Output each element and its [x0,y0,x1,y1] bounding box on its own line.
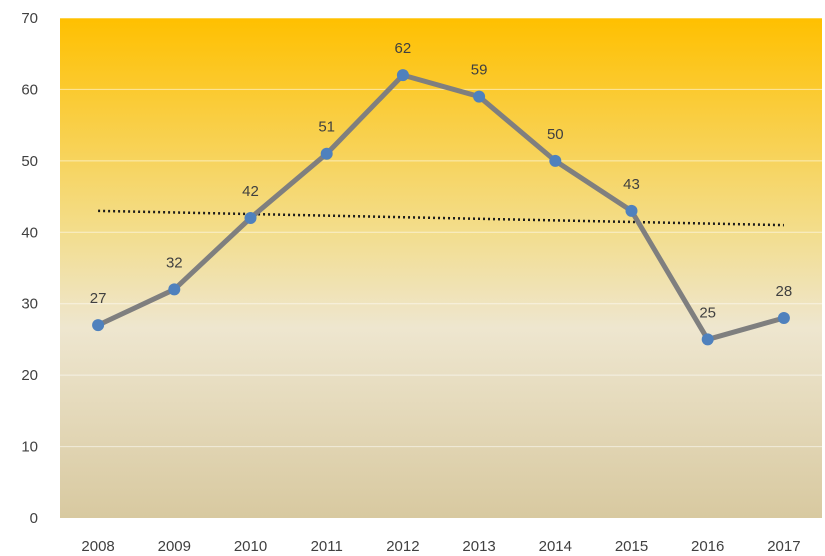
data-label: 27 [90,290,107,307]
trendline-layer [98,209,784,227]
data-point [549,154,562,167]
x-tick-label: 2012 [386,538,419,555]
y-tick-label: 30 [21,296,38,313]
y-tick-label: 20 [21,367,38,384]
x-axis: 2008 2009 2010 2011 2012 2013 2014 2015 2016 2017 [81,538,800,555]
data-label: 42 [242,183,259,200]
data-label: 43 [623,176,640,193]
x-tick-label: 2009 [158,538,191,555]
x-tick-label: 2013 [462,538,495,555]
data-point [701,333,714,346]
x-tick-label: 2008 [81,538,114,555]
plot-area [60,18,822,518]
x-tick-label: 2016 [691,538,724,555]
trendline [98,209,784,227]
series-layer [92,69,790,346]
y-tick-label: 0 [30,510,38,527]
data-point [777,312,790,324]
data-point [168,283,181,296]
data-point [396,69,409,82]
y-tick-label: 70 [21,10,38,27]
y-tick-label: 10 [21,439,38,456]
data-point [320,147,333,160]
data-point [473,90,486,103]
y-tick-label: 40 [21,224,38,241]
data-point [92,319,105,332]
data-point [244,212,257,224]
data-label: 25 [699,304,716,321]
data-point [625,204,638,217]
gridlines [60,17,822,448]
x-tick-label: 2017 [767,538,800,555]
data-label: 28 [776,283,793,300]
data-label: 59 [471,62,488,79]
data-label: 51 [318,119,335,136]
x-tick-label: 2015 [615,538,648,555]
data-label-layer: 27 32 42 51 62 59 50 43 25 28 [90,40,792,321]
y-tick-label: 60 [21,81,38,98]
y-axis: 0 10 20 30 40 50 60 70 [21,10,38,527]
data-label: 62 [395,40,412,57]
x-tick-label: 2011 [311,538,343,555]
y-tick-label: 50 [21,153,38,170]
data-label: 50 [547,126,564,143]
x-tick-label: 2010 [234,538,267,555]
series-line [95,72,787,342]
data-label: 32 [166,254,183,271]
x-tick-label: 2014 [539,538,572,555]
